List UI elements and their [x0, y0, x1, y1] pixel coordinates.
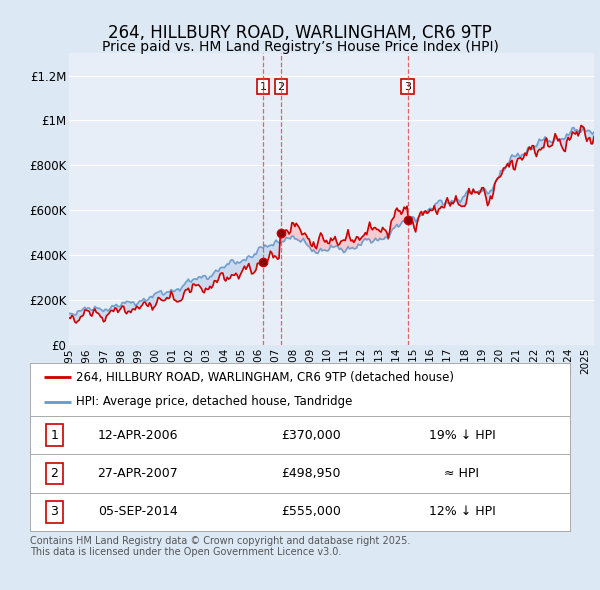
Text: ≈ HPI: ≈ HPI	[445, 467, 479, 480]
Text: 2: 2	[278, 81, 284, 91]
Text: HPI: Average price, detached house, Tandridge: HPI: Average price, detached house, Tand…	[76, 395, 352, 408]
Text: 12-APR-2006: 12-APR-2006	[98, 428, 178, 442]
Text: £370,000: £370,000	[281, 428, 341, 442]
Text: £555,000: £555,000	[281, 505, 341, 519]
Text: 3: 3	[404, 81, 411, 91]
Text: 05-SEP-2014: 05-SEP-2014	[98, 505, 178, 519]
Text: 264, HILLBURY ROAD, WARLINGHAM, CR6 9TP: 264, HILLBURY ROAD, WARLINGHAM, CR6 9TP	[108, 24, 492, 42]
Text: £498,950: £498,950	[281, 467, 341, 480]
Text: Price paid vs. HM Land Registry’s House Price Index (HPI): Price paid vs. HM Land Registry’s House …	[101, 40, 499, 54]
Text: Contains HM Land Registry data © Crown copyright and database right 2025.
This d: Contains HM Land Registry data © Crown c…	[30, 536, 410, 558]
Text: 19% ↓ HPI: 19% ↓ HPI	[428, 428, 496, 442]
Text: 1: 1	[260, 81, 266, 91]
Text: 12% ↓ HPI: 12% ↓ HPI	[428, 505, 496, 519]
Text: 3: 3	[50, 505, 58, 519]
Text: 1: 1	[50, 428, 58, 442]
Text: 2: 2	[50, 467, 58, 480]
Text: 264, HILLBURY ROAD, WARLINGHAM, CR6 9TP (detached house): 264, HILLBURY ROAD, WARLINGHAM, CR6 9TP …	[76, 371, 454, 384]
Text: 27-APR-2007: 27-APR-2007	[98, 467, 178, 480]
